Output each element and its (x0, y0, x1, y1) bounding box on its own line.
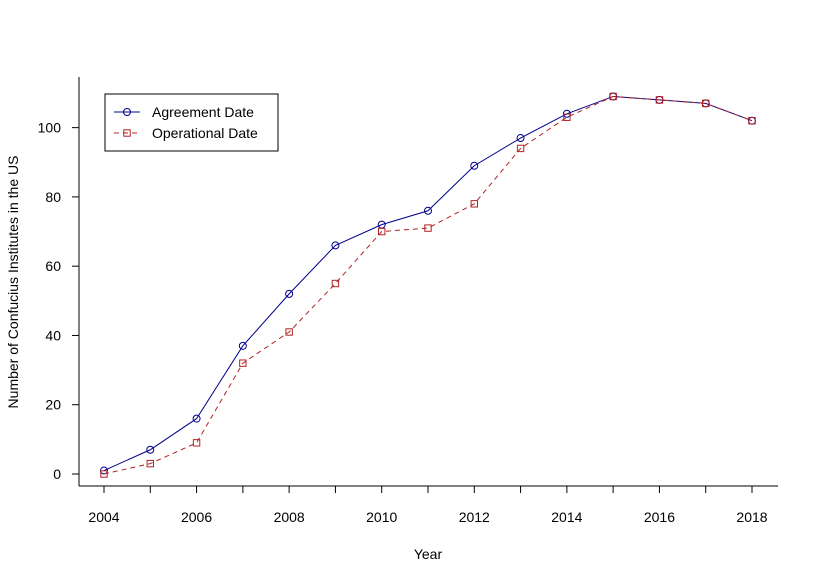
series-layer (100, 92, 756, 478)
legend-entry-operational-date: Operational Date (114, 125, 258, 141)
x-tick-label-2018: 2018 (736, 509, 767, 525)
point-operational-date-2018 (748, 117, 756, 125)
point-operational-date-2014 (563, 113, 571, 121)
series-operational-date (100, 92, 756, 478)
x-axis-title: Year (414, 546, 443, 562)
x-tick-label-2016: 2016 (644, 509, 675, 525)
legend-entry-agreement-date: Agreement Date (114, 104, 254, 120)
legend-marker-operational-date (123, 129, 131, 137)
legend-box (104, 93, 279, 152)
point-operational-date-2005 (146, 459, 154, 468)
point-agreement-date-2007 (238, 341, 247, 350)
x-tick-label-2008: 2008 (274, 509, 305, 525)
point-agreement-date-2012 (470, 161, 479, 170)
y-tick-label-0: 0 (53, 466, 61, 482)
x-tick-label-2006: 2006 (181, 509, 212, 525)
point-operational-date-2007 (239, 359, 247, 367)
point-agreement-date-2011 (424, 206, 432, 215)
legend: Agreement Date Operational Date (104, 93, 279, 152)
y-tick-label-60: 60 (45, 258, 61, 274)
point-agreement-date-2005 (146, 445, 155, 454)
point-operational-date-2015 (609, 92, 617, 101)
y-axis-ticks: 0 20 40 60 80 100 (38, 120, 79, 482)
point-agreement-date-2009 (331, 241, 340, 250)
y-tick-label-100: 100 (38, 120, 62, 136)
point-agreement-date-2006 (192, 414, 201, 423)
x-tick-label-2014: 2014 (551, 509, 582, 525)
y-tick-label-80: 80 (45, 189, 61, 205)
point-operational-date-2008 (285, 328, 293, 336)
point-operational-date-2017 (702, 99, 710, 108)
legend-label-operational-date: Operational Date (152, 125, 258, 141)
axes: 2004 2006 2008 2010 2012 2014 2016 2018 0 20 40 60… (38, 77, 778, 525)
x-tick-label-2012: 2012 (459, 509, 490, 525)
legend-marker-agreement-date (123, 108, 131, 116)
y-tick-label-40: 40 (45, 327, 61, 343)
point-operational-date-2009 (331, 279, 340, 288)
x-tick-label-2010: 2010 (366, 509, 397, 525)
y-tick-label-20: 20 (45, 397, 61, 413)
series-line-agreement-date (103, 95, 753, 471)
point-agreement-date-2013 (516, 134, 525, 143)
point-agreement-date-2008 (285, 289, 294, 298)
point-operational-date-2004 (100, 470, 108, 478)
legend-label-agreement-date: Agreement Date (152, 104, 254, 120)
series-line-operational-date (103, 95, 753, 475)
point-operational-date-2012 (470, 200, 478, 208)
point-operational-date-2011 (424, 224, 432, 232)
point-operational-date-2010 (378, 227, 386, 236)
y-axis-title: Number of Confucius Institutes in the US (5, 156, 21, 409)
x-axis-ticks: 2004 2006 2008 2010 2012 2014 2016 2018 (88, 486, 768, 525)
x-tick-label-2004: 2004 (88, 509, 119, 525)
point-operational-date-2006 (192, 439, 201, 447)
point-operational-date-2016 (655, 96, 664, 104)
point-operational-date-2013 (516, 144, 525, 153)
